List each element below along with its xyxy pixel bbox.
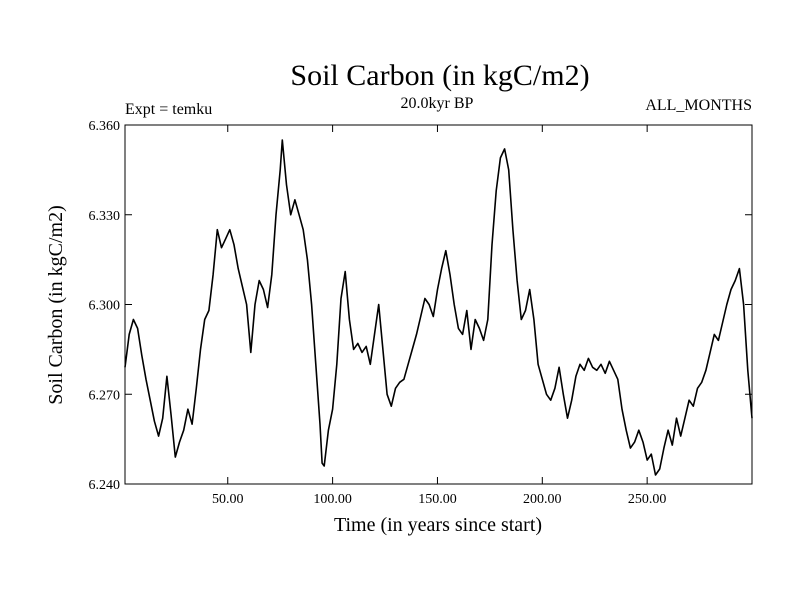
experiment-label: Expt = temku [125, 101, 212, 118]
y-tick-label: 6.270 [89, 388, 121, 403]
x-tick-label: 200.00 [523, 492, 562, 507]
y-axis-label: Soil Carbon (in kgC/m2) [45, 205, 67, 404]
x-tick-label: 100.00 [313, 492, 352, 507]
y-tick-label: 6.240 [89, 478, 121, 493]
x-tick-label: 250.00 [628, 492, 667, 507]
x-axis: 50.00 100.00 150.00 200.00 250.00 [212, 125, 666, 507]
chart-title: Soil Carbon (in kgC/m2) [290, 59, 589, 92]
soil-carbon-series-line [124, 139, 753, 476]
y-tick-label: 6.300 [89, 299, 121, 314]
x-axis-label: Time (in years since start) [334, 514, 542, 536]
y-tick-label: 6.360 [89, 119, 121, 134]
period-label: 20.0kyr BP [401, 95, 474, 112]
plot-frame [124, 124, 753, 485]
x-tick-label: 150.00 [418, 492, 457, 507]
months-label: ALL_MONTHS [645, 97, 752, 114]
y-tick-label: 6.330 [89, 209, 121, 224]
y-axis: 6.240 6.270 6.300 6.330 6.360 [89, 119, 752, 493]
x-tick-label: 50.00 [212, 492, 244, 507]
